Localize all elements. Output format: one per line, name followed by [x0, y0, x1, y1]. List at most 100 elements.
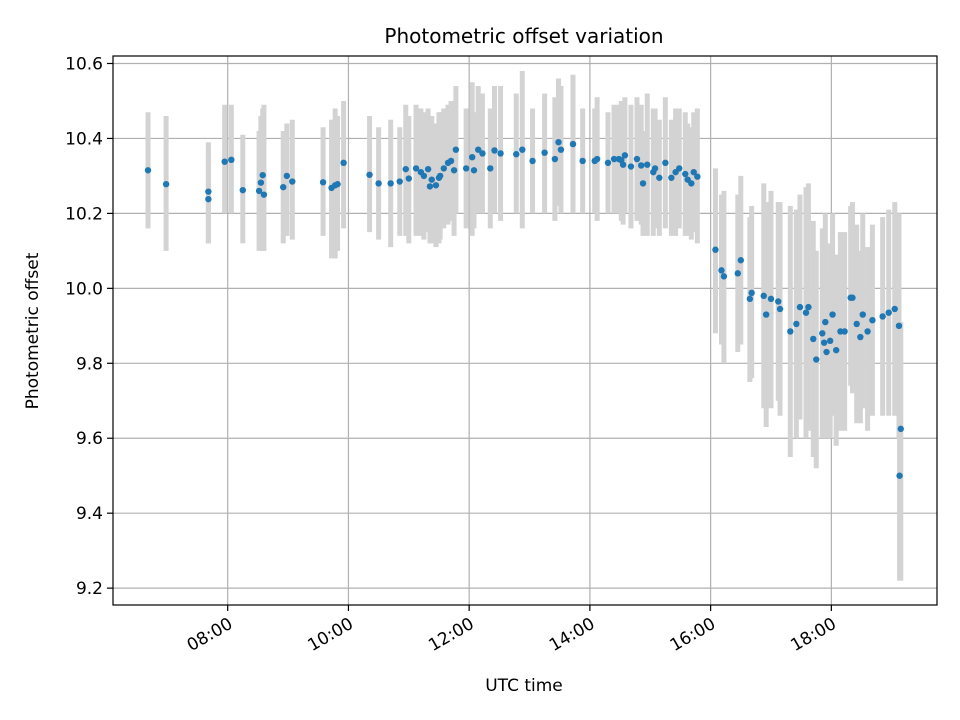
data-point [694, 173, 701, 180]
data-point [859, 311, 866, 318]
data-point [885, 309, 892, 316]
data-point [819, 330, 826, 337]
data-point [280, 183, 287, 191]
data-point [676, 165, 683, 172]
x-axis-title: UTC time [485, 676, 563, 696]
data-point [619, 161, 627, 168]
data-point [340, 159, 347, 167]
data-point [555, 138, 562, 146]
data-point [387, 180, 394, 187]
data-point [823, 348, 830, 356]
data-point [849, 294, 856, 301]
data-point [487, 165, 494, 172]
data-point [796, 303, 804, 311]
data-point [869, 316, 876, 324]
data-point [319, 179, 327, 186]
data-point [412, 165, 420, 172]
data-point [651, 165, 659, 172]
data-point [857, 333, 864, 341]
data-point [366, 171, 373, 178]
data-point [746, 295, 754, 303]
data-point [529, 157, 536, 165]
data-point [776, 305, 784, 313]
data-point [551, 155, 559, 163]
data-point [432, 182, 440, 189]
data-point [479, 150, 486, 157]
data-point [462, 165, 470, 172]
data-point [805, 303, 812, 311]
data-point [221, 158, 228, 165]
data-point [891, 305, 898, 313]
data-point [144, 167, 152, 174]
data-point [720, 273, 728, 280]
data-point [718, 267, 725, 274]
data-point [491, 147, 498, 154]
data-point [557, 146, 565, 153]
data-point [644, 161, 651, 168]
data-point [289, 178, 296, 185]
data-point [283, 172, 291, 180]
data-point [737, 257, 745, 264]
data-point [426, 183, 434, 190]
y-tick-label: 9.8 [76, 354, 103, 374]
data-point [762, 311, 770, 318]
y-axis-ticks: 9.2 9.4 9.6 9.8 10.0 10.2 10.4 10.6 [65, 54, 113, 599]
data-point [734, 270, 741, 277]
data-point [424, 165, 432, 173]
data-point [579, 157, 586, 165]
data-point [627, 163, 635, 170]
data-point [656, 174, 663, 181]
data-point [259, 171, 266, 179]
data-point [402, 165, 409, 173]
data-point [767, 295, 775, 303]
data-point [668, 174, 675, 181]
data-point [440, 165, 448, 172]
data-point [470, 167, 478, 174]
data-point [475, 146, 482, 153]
data-point [712, 246, 719, 253]
data-point [519, 146, 526, 153]
y-tick-label: 10.2 [65, 204, 103, 224]
data-point [447, 157, 455, 165]
data-point [895, 322, 903, 330]
data-point [334, 180, 341, 188]
data-point [793, 320, 800, 328]
y-tick-label: 10.4 [65, 129, 103, 149]
data-point [748, 289, 755, 297]
data-point [802, 309, 810, 316]
data-point [787, 328, 794, 335]
data-point [255, 187, 263, 195]
data-point [829, 311, 836, 318]
data-point [832, 346, 840, 354]
data-point [428, 176, 435, 183]
data-point [405, 175, 412, 182]
data-point [775, 298, 782, 305]
data-point [813, 356, 820, 363]
data-point [639, 180, 647, 187]
y-tick-label: 9.4 [76, 504, 103, 524]
data-point [841, 328, 848, 335]
data-point [621, 152, 629, 159]
data-point [682, 170, 689, 178]
data-point [260, 191, 268, 198]
data-point [205, 188, 212, 195]
data-point [162, 180, 170, 188]
data-point [420, 172, 428, 180]
data-point [633, 155, 641, 163]
data-point [468, 153, 476, 161]
y-tick-label: 10.0 [65, 279, 103, 299]
data-point [897, 425, 904, 433]
data-point [638, 162, 645, 169]
data-point [822, 318, 829, 326]
data-points [144, 138, 904, 479]
data-point [513, 150, 520, 158]
data-point [826, 337, 834, 345]
data-point [239, 186, 246, 194]
y-axis-title: Photometric offset [23, 252, 43, 409]
data-point [228, 156, 235, 164]
data-point [810, 335, 817, 343]
data-point [688, 180, 695, 187]
plot-frame [112, 55, 938, 606]
data-point [569, 140, 577, 148]
